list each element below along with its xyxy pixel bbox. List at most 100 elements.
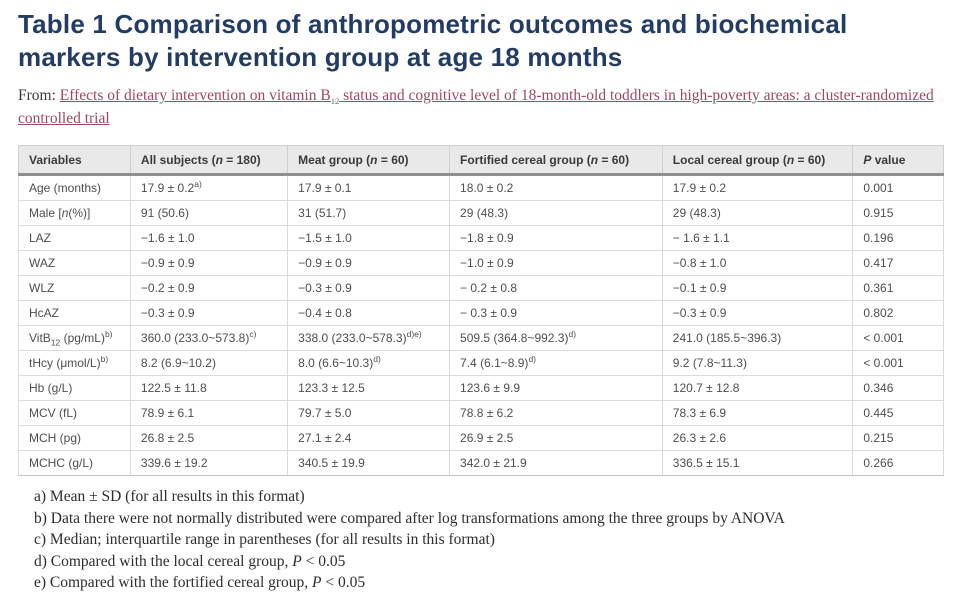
table-cell: 123.6 ± 9.9: [449, 375, 663, 401]
table-cell: Age (months): [18, 174, 131, 201]
column-header: Meat group (n = 60): [287, 145, 451, 176]
table-cell: Male [n(%)]: [18, 200, 131, 226]
table-cell: −1.0 ± 0.9: [449, 250, 663, 276]
table-cell: WLZ: [18, 275, 131, 301]
table-cell: − 0.2 ± 0.8: [449, 275, 663, 301]
table-cell: −0.3 ± 0.9: [661, 300, 854, 326]
table-cell: 31 (51.7): [287, 200, 451, 226]
table-cell: −0.1 ± 0.9: [661, 275, 854, 301]
table-cell: − 1.6 ± 1.1: [661, 225, 854, 251]
table-cell: 0.915: [852, 200, 944, 226]
column-header: Local cereal group (n = 60): [661, 145, 854, 176]
table-cell: 0.346: [852, 375, 944, 401]
table-cell: < 0.001: [852, 350, 944, 376]
source-line: From: Effects of dietary intervention on…: [18, 84, 945, 130]
table-cell: −1.8 ± 0.9: [449, 225, 663, 251]
table-cell: 78.8 ± 6.2: [449, 400, 663, 426]
table-cell: 0.802: [852, 300, 944, 326]
table-cell: 7.4 (6.1~8.9)d): [449, 350, 663, 376]
table-cell: 342.0 ± 21.9: [449, 450, 663, 476]
table-cell: 123.3 ± 12.5: [287, 375, 451, 401]
table-cell: MCV (fL): [18, 400, 131, 426]
table-cell: −0.4 ± 0.8: [287, 300, 451, 326]
table-row: Male [n(%)] 91 (50.6) 31 (51.7) 29 (48.3) 29…: [18, 200, 944, 226]
table-row: MCH (pg) 26.8 ± 2.5 27.1 ± 2.4 26.9 ± 2.5 26…: [18, 425, 944, 451]
table-cell: 8.0 (6.6~10.3)d): [287, 350, 451, 376]
table-body: Age (months) 17.9 ± 0.2a) 17.9 ± 0.1 18.0 ±…: [18, 174, 944, 476]
table-cell: LAZ: [18, 225, 131, 251]
table-row: WAZ −0.9 ± 0.9 −0.9 ± 0.9 −1.0 ± 0.9 −0.8 ± …: [18, 250, 944, 276]
article-table-page: Table 1 Comparison of anthropometric out…: [18, 8, 945, 593]
footnote-e: e) Compared with the fortified cereal gr…: [34, 574, 366, 591]
table-cell: 91 (50.6): [129, 200, 289, 226]
table-cell: 338.0 (233.0~578.3)d)e): [287, 325, 451, 351]
footnotes: a) Mean ± SD (for all results in this fo…: [18, 487, 945, 593]
page-title: Table 1 Comparison of anthropometric out…: [18, 9, 848, 72]
table-cell: 360.0 (233.0~573.8)c): [129, 325, 289, 351]
table-cell: 0.001: [852, 174, 944, 201]
table-row: Hb (g/L) 122.5 ± 11.8 123.3 ± 12.5 123.6 ± …: [18, 375, 944, 401]
table-cell: 241.0 (185.5~396.3): [661, 325, 854, 351]
footnote-a: a) Mean ± SD (for all results in this fo…: [34, 488, 305, 505]
table-cell: 0.196: [852, 225, 944, 251]
table-cell: 17.9 ± 0.2a): [129, 174, 289, 201]
table-row: Age (months) 17.9 ± 0.2a) 17.9 ± 0.1 18.0 ±…: [18, 174, 944, 201]
footnote-c: c) Median; interquartile range in parent…: [34, 531, 495, 548]
table-cell: 339.6 ± 19.2: [129, 450, 289, 476]
table-cell: −0.8 ± 1.0: [661, 250, 854, 276]
table-cell: 27.1 ± 2.4: [287, 425, 451, 451]
footnote-b: b) Data there were not normally distribu…: [34, 509, 785, 527]
table-cell: 26.3 ± 2.6: [661, 425, 854, 451]
source-article-link[interactable]: Effects of dietary intervention on vitam…: [18, 87, 934, 127]
table-cell: 17.9 ± 0.1: [287, 174, 451, 201]
table-row: LAZ −1.6 ± 1.0 −1.5 ± 1.0 −1.8 ± 0.9− 1.6 ±…: [18, 225, 944, 251]
table-cell: 26.8 ± 2.5: [129, 425, 289, 451]
table-cell: 0.266: [852, 450, 944, 476]
table-cell: 26.9 ± 2.5: [449, 425, 663, 451]
table-cell: 29 (48.3): [661, 200, 854, 226]
table-cell: −1.6 ± 1.0: [129, 225, 289, 251]
table-row: HcAZ −0.3 ± 0.9 −0.4 ± 0.8− 0.3 ± 0.9 −0.3 …: [18, 300, 944, 326]
table-cell: 8.2 (6.9~10.2): [129, 350, 289, 376]
table-cell: − 0.3 ± 0.9: [449, 300, 663, 326]
table-cell: MCH (pg): [18, 425, 131, 451]
table-cell: 78.3 ± 6.9: [661, 400, 854, 426]
table-cell: 122.5 ± 11.8: [129, 375, 289, 401]
table-cell: −0.9 ± 0.9: [129, 250, 289, 276]
table-cell: 0.215: [852, 425, 944, 451]
table-cell: 29 (48.3): [449, 200, 663, 226]
column-header: All subjects (n = 180): [129, 145, 289, 176]
table-row: MCHC (g/L) 339.6 ± 19.2 340.5 ± 19.9 342.0 …: [18, 450, 944, 476]
table-header-row: Variables All subjects (n = 180) Meat grou…: [18, 145, 944, 176]
table-cell: < 0.001: [852, 325, 944, 351]
table-cell: Hb (g/L): [18, 375, 131, 401]
column-header: Fortified cereal group (n = 60): [449, 145, 663, 176]
table-cell: 509.5 (364.8~992.3)d): [449, 325, 663, 351]
table-row: MCV (fL) 78.9 ± 6.1 79.7 ± 5.0 78.8 ± 6.2 78…: [18, 400, 944, 426]
table-cell: −0.3 ± 0.9: [287, 275, 451, 301]
table-row: WLZ −0.2 ± 0.9 −0.3 ± 0.9− 0.2 ± 0.8 −0.1 ±…: [18, 275, 944, 301]
table-cell: 120.7 ± 12.8: [661, 375, 854, 401]
table-cell: HcAZ: [18, 300, 131, 326]
table-row: tHcy (μmol/L)b) 8.2 (6.9~10.2) 8.0 (6.6~10…: [18, 350, 944, 376]
column-header: P value: [852, 145, 944, 176]
footnote-d: d) Compared with the local cereal group,…: [34, 552, 346, 570]
column-header: Variables: [18, 145, 131, 176]
table-cell: 17.9 ± 0.2: [661, 174, 854, 201]
table-cell: 78.9 ± 6.1: [129, 400, 289, 426]
table-cell: VitB12 (pg/mL)b): [18, 325, 131, 351]
table-cell: −0.2 ± 0.9: [129, 275, 289, 301]
table-cell: 0.445: [852, 400, 944, 426]
source-prefix: From:: [18, 87, 56, 104]
table-cell: −0.3 ± 0.9: [129, 300, 289, 326]
table-cell: −0.9 ± 0.9: [287, 250, 451, 276]
table-cell: 9.2 (7.8~11.3): [661, 350, 854, 376]
comparison-table: Variables All subjects (n = 180) Meat grou…: [18, 145, 944, 476]
table-cell: 0.361: [852, 275, 944, 301]
table-cell: −1.5 ± 1.0: [287, 225, 451, 251]
table-cell: WAZ: [18, 250, 131, 276]
table-cell: 0.417: [852, 250, 944, 276]
table-cell: 18.0 ± 0.2: [449, 174, 663, 201]
table-cell: 79.7 ± 5.0: [287, 400, 451, 426]
table-cell: tHcy (μmol/L)b): [18, 350, 131, 376]
